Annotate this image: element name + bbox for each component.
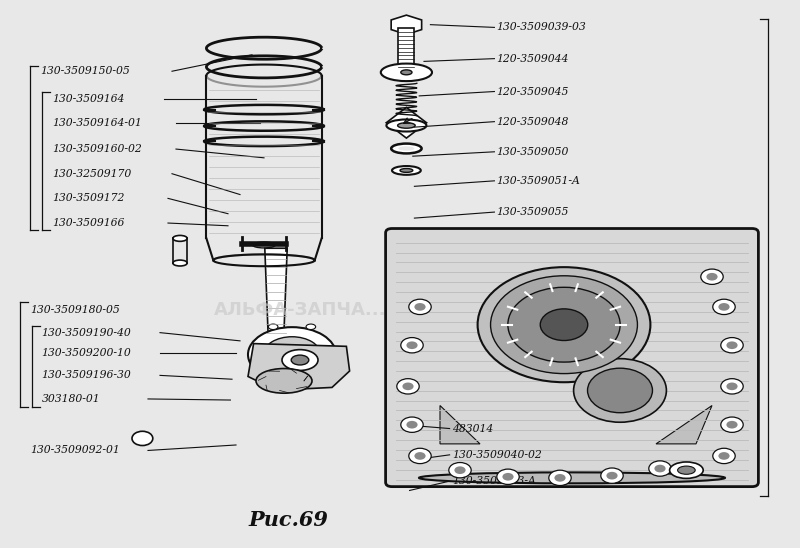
Polygon shape [248, 344, 350, 390]
Text: 130-3509055: 130-3509055 [496, 207, 568, 217]
Text: 130-3509040-02: 130-3509040-02 [452, 450, 542, 460]
Circle shape [713, 299, 735, 315]
Ellipse shape [173, 236, 187, 241]
Circle shape [654, 465, 666, 472]
Circle shape [606, 472, 618, 480]
Text: 130-3509180-05: 130-3509180-05 [30, 305, 120, 315]
Circle shape [409, 299, 431, 315]
Circle shape [721, 338, 743, 353]
Text: АЛЬФА-ЗАПЧА...: АЛЬФА-ЗАПЧА... [214, 301, 386, 318]
Ellipse shape [268, 324, 278, 329]
Text: 120-3509048: 120-3509048 [496, 117, 568, 127]
Text: 120-3509044: 120-3509044 [496, 54, 568, 64]
Circle shape [718, 303, 730, 311]
Text: 130-32509170: 130-32509170 [52, 169, 131, 179]
Ellipse shape [419, 472, 725, 483]
Circle shape [414, 452, 426, 460]
Circle shape [554, 474, 566, 482]
Text: 130-3509043-A: 130-3509043-A [452, 476, 536, 486]
Circle shape [726, 341, 738, 349]
Text: 130-3509200-10: 130-3509200-10 [42, 349, 131, 358]
Ellipse shape [540, 309, 588, 340]
Circle shape [497, 469, 519, 484]
Ellipse shape [306, 324, 316, 329]
Text: 130-3509166: 130-3509166 [52, 218, 124, 228]
Text: Рис.69: Рис.69 [248, 510, 328, 529]
Ellipse shape [173, 260, 187, 266]
Bar [398, 28, 414, 70]
Text: 130-3509050: 130-3509050 [496, 147, 568, 157]
Circle shape [409, 448, 431, 464]
Text: 130-3509190-40: 130-3509190-40 [42, 328, 131, 338]
Polygon shape [440, 406, 480, 444]
Circle shape [406, 341, 418, 349]
Ellipse shape [256, 368, 312, 393]
Circle shape [414, 303, 426, 311]
Text: 130-3509164-01: 130-3509164-01 [52, 118, 142, 128]
Circle shape [601, 468, 623, 483]
Ellipse shape [400, 169, 413, 173]
Text: 120-3509045: 120-3509045 [496, 87, 568, 96]
Circle shape [701, 269, 723, 284]
Polygon shape [391, 15, 422, 35]
Text: 130-3509039-03: 130-3509039-03 [496, 22, 586, 32]
Circle shape [718, 452, 730, 460]
Circle shape [721, 417, 743, 432]
Polygon shape [265, 248, 287, 335]
FancyBboxPatch shape [386, 229, 758, 487]
Circle shape [454, 466, 466, 474]
Ellipse shape [282, 350, 318, 370]
Ellipse shape [398, 146, 414, 151]
Ellipse shape [508, 287, 620, 362]
Ellipse shape [381, 64, 432, 81]
Text: 483014: 483014 [452, 424, 494, 433]
Ellipse shape [391, 144, 422, 153]
Circle shape [401, 338, 423, 353]
Circle shape [502, 473, 514, 481]
Ellipse shape [253, 242, 275, 248]
Ellipse shape [398, 123, 415, 128]
Circle shape [132, 431, 153, 446]
Ellipse shape [670, 462, 703, 478]
Ellipse shape [392, 166, 421, 175]
Circle shape [713, 448, 735, 464]
Ellipse shape [587, 368, 653, 413]
Polygon shape [656, 406, 712, 444]
Ellipse shape [401, 70, 412, 75]
Circle shape [549, 470, 571, 486]
Text: 130-3509150-05: 130-3509150-05 [40, 66, 130, 76]
Circle shape [401, 417, 423, 432]
Ellipse shape [291, 355, 309, 365]
Ellipse shape [574, 359, 666, 423]
Text: 130-3509051-A: 130-3509051-A [496, 176, 580, 186]
Circle shape [402, 383, 414, 390]
Circle shape [649, 461, 671, 476]
Text: 303180-01: 303180-01 [42, 394, 100, 404]
Text: 130-3509092-01: 130-3509092-01 [30, 446, 120, 455]
Ellipse shape [478, 267, 650, 383]
Polygon shape [386, 107, 426, 138]
Circle shape [726, 383, 738, 390]
Text: 130-3509196-30: 130-3509196-30 [42, 370, 131, 380]
Ellipse shape [678, 466, 695, 475]
Circle shape [449, 463, 471, 478]
Text: 130-3509172: 130-3509172 [52, 193, 124, 203]
Circle shape [406, 421, 418, 429]
Ellipse shape [263, 336, 321, 373]
Text: 130-3509160-02: 130-3509160-02 [52, 144, 142, 154]
Circle shape [726, 421, 738, 429]
Ellipse shape [490, 276, 638, 374]
Text: 130-3509164: 130-3509164 [52, 94, 124, 104]
Circle shape [706, 273, 718, 281]
Circle shape [721, 379, 743, 394]
Ellipse shape [248, 327, 336, 382]
Ellipse shape [386, 119, 426, 132]
Circle shape [397, 379, 419, 394]
